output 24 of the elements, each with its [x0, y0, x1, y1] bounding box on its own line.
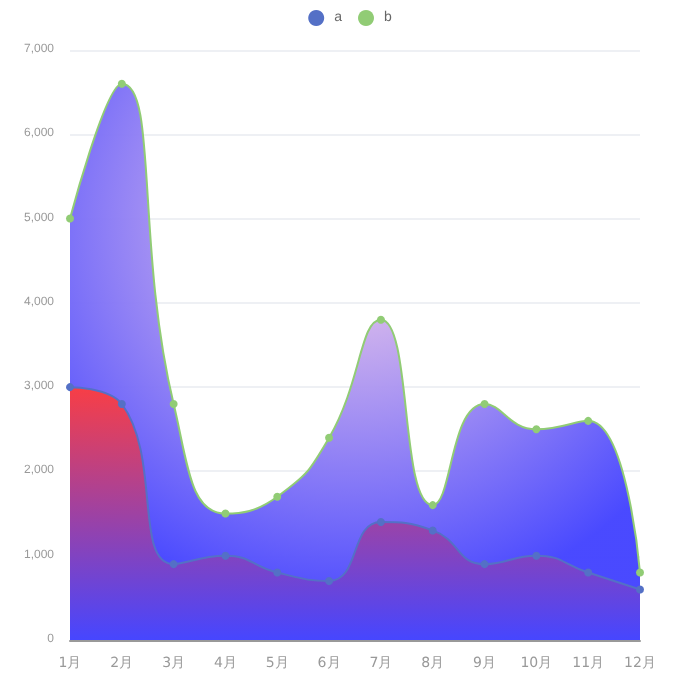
point — [221, 509, 230, 518]
point — [480, 400, 489, 408]
point — [169, 400, 178, 408]
point — [117, 400, 126, 408]
point — [636, 568, 644, 577]
point — [428, 501, 437, 510]
point — [376, 315, 385, 324]
point — [66, 214, 74, 223]
point — [169, 560, 178, 569]
point — [66, 383, 74, 392]
point — [428, 526, 437, 535]
point — [584, 416, 593, 425]
point — [636, 585, 644, 594]
point — [117, 79, 126, 88]
point — [273, 492, 282, 501]
point — [376, 518, 385, 526]
point — [221, 551, 230, 560]
point — [325, 433, 334, 442]
point — [532, 551, 541, 560]
point — [273, 568, 282, 577]
point — [532, 425, 541, 434]
point — [325, 577, 334, 585]
point — [480, 560, 489, 569]
point — [584, 568, 593, 577]
